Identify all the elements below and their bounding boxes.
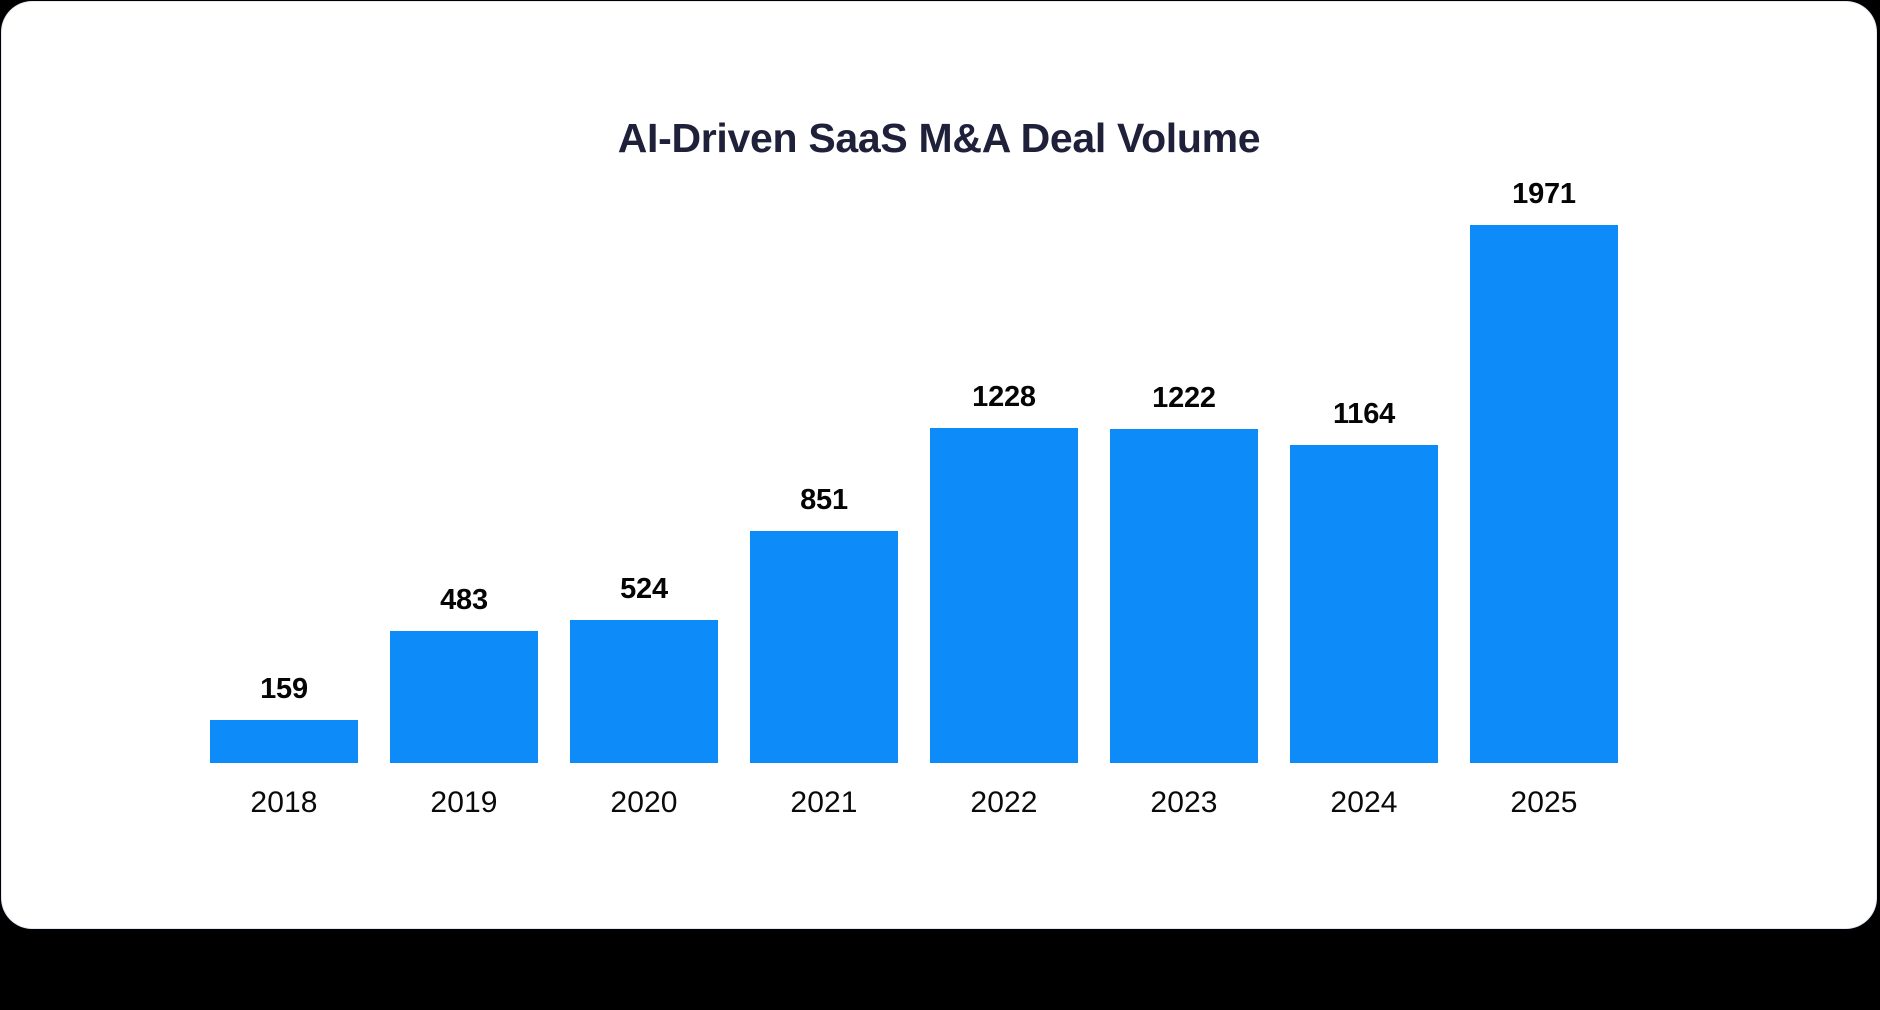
bar-value-label: 524 (620, 573, 668, 605)
bar-value-label: 159 (260, 673, 308, 705)
x-axis-tick-label: 2020 (610, 786, 678, 819)
bar-group[interactable]: 1164 2024 (1290, 2, 1438, 928)
bar-value-label: 851 (800, 484, 848, 516)
x-axis-tick-label: 2018 (250, 786, 318, 819)
chart-card: AI-Driven SaaS M&A Deal Volume 159 2018 48… (2, 2, 1876, 928)
bar[interactable] (1290, 445, 1438, 763)
bar[interactable] (1470, 225, 1618, 763)
bar[interactable] (570, 620, 718, 763)
bar-value-label: 1971 (1512, 178, 1576, 210)
bar-group[interactable]: 1971 2025 (1470, 2, 1618, 928)
bar[interactable] (750, 531, 898, 763)
bar[interactable] (210, 720, 358, 763)
bar[interactable] (1110, 429, 1258, 763)
bar-group[interactable]: 524 2020 (570, 2, 718, 928)
bar[interactable] (390, 631, 538, 763)
bar-group[interactable]: 159 2018 (210, 2, 358, 928)
bar-group[interactable]: 1222 2023 (1110, 2, 1258, 928)
bar-value-label: 1164 (1332, 398, 1396, 430)
x-axis-tick-label: 2019 (430, 786, 498, 819)
x-axis-tick-label: 2025 (1510, 786, 1578, 819)
bar-value-label: 1222 (1152, 382, 1216, 414)
bar[interactable] (930, 428, 1078, 763)
bar-group[interactable]: 1228 2022 (930, 2, 1078, 928)
x-axis-tick-label: 2023 (1150, 786, 1218, 819)
bar-group[interactable]: 483 2019 (390, 2, 538, 928)
bar-group[interactable]: 851 2021 (750, 2, 898, 928)
x-axis-tick-label: 2021 (790, 786, 858, 819)
x-axis-tick-label: 2024 (1330, 786, 1398, 819)
page-title: AI-Driven SaaS M&A Deal Volume (617, 115, 1261, 161)
bar-value-label: 1228 (972, 381, 1036, 413)
bar-value-label: 483 (440, 584, 488, 616)
x-axis-tick-label: 2022 (970, 786, 1038, 819)
bar-chart-plot-area: 159 2018 483 2019 524 2020 851 2021 1228 2022 1222… (2, 2, 1876, 928)
